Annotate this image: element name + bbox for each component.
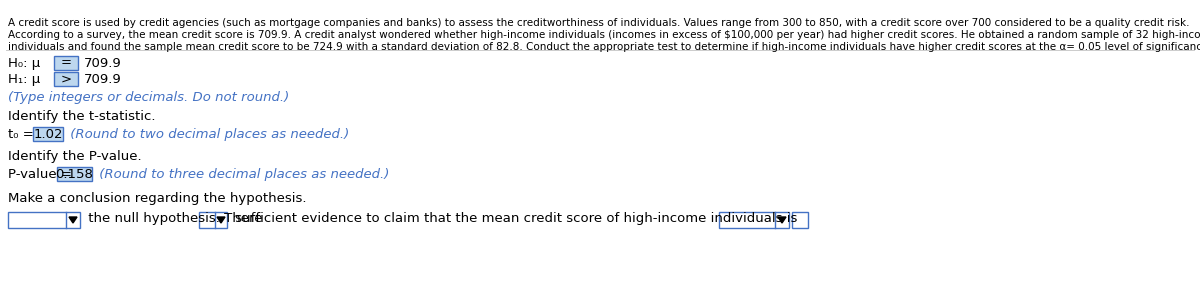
Text: 709.9: 709.9 [84, 73, 121, 86]
FancyBboxPatch shape [54, 56, 78, 70]
Polygon shape [70, 217, 77, 223]
Text: According to a survey, the mean credit score is 709.9. A credit analyst wondered: According to a survey, the mean credit s… [8, 30, 1200, 40]
Text: A credit score is used by credit agencies (such as mortgage companies and banks): A credit score is used by credit agencie… [8, 18, 1189, 28]
Polygon shape [778, 217, 786, 223]
Text: t₀ =: t₀ = [8, 128, 38, 141]
Text: H₁: μ: H₁: μ [8, 73, 41, 86]
FancyBboxPatch shape [34, 127, 64, 141]
Text: Identify the t-statistic.: Identify the t-statistic. [8, 110, 156, 123]
Text: (Round to three decimal places as needed.): (Round to three decimal places as needed… [95, 168, 389, 181]
Text: (Round to two decimal places as needed.): (Round to two decimal places as needed.) [66, 128, 349, 141]
FancyBboxPatch shape [719, 212, 790, 228]
Text: P-value =: P-value = [8, 168, 76, 181]
Text: 709.9: 709.9 [84, 57, 121, 70]
Polygon shape [217, 217, 226, 223]
Text: the null hypothesis. There: the null hypothesis. There [84, 212, 263, 225]
FancyBboxPatch shape [58, 167, 92, 181]
FancyBboxPatch shape [792, 212, 808, 228]
Text: Make a conclusion regarding the hypothesis.: Make a conclusion regarding the hypothes… [8, 192, 306, 205]
Text: sufficient evidence to claim that the mean credit score of high-income individua: sufficient evidence to claim that the me… [230, 212, 797, 225]
FancyBboxPatch shape [199, 212, 227, 228]
Text: >: > [60, 72, 72, 86]
Text: =: = [60, 56, 72, 69]
Text: 1.02: 1.02 [34, 127, 62, 141]
Text: individuals and found the sample mean credit score to be 724.9 with a standard d: individuals and found the sample mean cr… [8, 42, 1200, 52]
Text: (Type integers or decimals. Do not round.): (Type integers or decimals. Do not round… [8, 91, 289, 104]
FancyBboxPatch shape [8, 212, 80, 228]
Text: H₀: μ: H₀: μ [8, 57, 41, 70]
Text: Identify the P-value.: Identify the P-value. [8, 150, 142, 163]
Text: 0.158: 0.158 [55, 168, 94, 181]
FancyBboxPatch shape [54, 72, 78, 86]
